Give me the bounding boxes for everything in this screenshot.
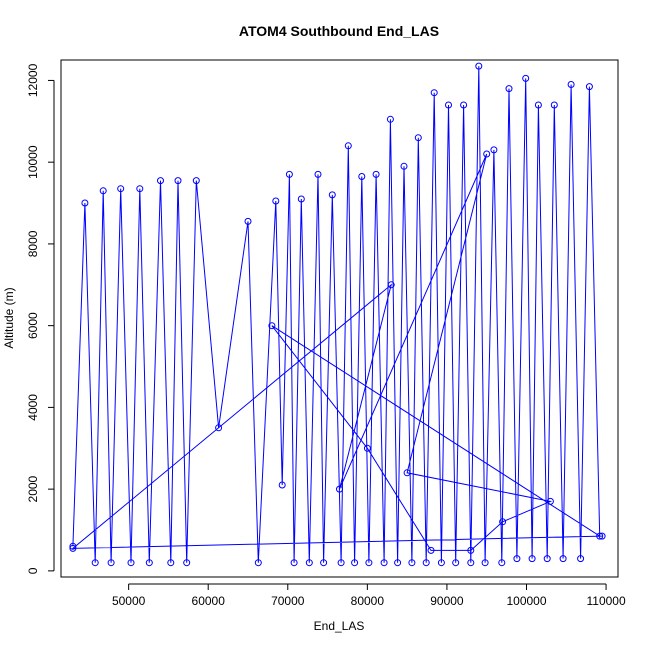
data-point [408,559,416,567]
data-point [305,559,313,567]
plot-frame [60,59,619,578]
y-tick-label: 0 [26,567,40,574]
data-point [546,497,554,505]
data-point [167,559,175,567]
x-tick-label: 100000 [506,594,546,608]
data-point [344,142,352,150]
data-point [513,555,521,563]
data-point [386,115,394,123]
data-point [498,559,506,567]
data-point [91,559,99,567]
data-point [81,199,89,207]
data-point [69,544,77,552]
x-axis-label: End_LAS [314,619,365,633]
data-point [254,559,262,567]
data-point [107,559,115,567]
data-point [244,217,252,225]
data-point [290,559,298,567]
data-point [127,559,135,567]
y-tick-label: 2000 [26,475,40,502]
data-point [174,177,182,185]
data-point [314,170,322,178]
y-tick-label: 6000 [26,312,40,339]
data-point [278,481,286,489]
data-point [483,150,491,158]
data-point [380,559,388,567]
data-point [400,162,408,170]
x-tick-label: 110000 [586,594,625,608]
data-point [577,555,585,563]
data-point [505,85,513,93]
data-point [192,177,200,185]
data-point [422,559,430,567]
data-point [534,101,542,109]
data-point [215,424,223,432]
y-tick-label: 12000 [26,63,40,97]
data-point [585,83,593,91]
data-point [363,444,371,452]
y-tick-label: 8000 [26,230,40,257]
data-point [337,559,345,567]
y-axis-label: Altitude (m) [2,287,16,348]
data-point [365,559,373,567]
data-point [445,101,452,109]
data-point [285,170,293,178]
x-tick-label: 50000 [112,594,146,608]
x-tick-label: 90000 [430,594,464,608]
x-tick-label: 70000 [271,594,305,608]
data-point [403,469,411,477]
data-point [372,170,380,178]
y-tick-label: 10000 [26,145,40,179]
data-point [475,62,483,70]
data-point [117,185,125,193]
data-point [136,185,144,193]
data-point [559,555,567,563]
data-point [550,101,558,109]
data-point [430,89,438,97]
x-tick-label: 60000 [192,594,226,608]
data-point [351,559,359,567]
data-point [467,546,475,554]
data-point [268,322,276,330]
series-layer [69,62,606,567]
data-point [328,191,336,199]
data-point [543,555,551,563]
x-axis: 50000 60000 70000 80000 90000 100000 110000 [112,583,626,608]
y-tick-label: 4000 [26,394,40,421]
data-point [567,81,575,88]
data-point [427,546,435,554]
data-point [467,559,475,567]
data-point [499,518,507,526]
data-point [414,134,422,142]
data-point [99,187,107,195]
data-point [437,559,445,567]
y-axis: 0 2000 4000 6000 8000 10000 12000 [26,63,55,574]
data-point [490,146,498,154]
data-point [452,559,460,567]
data-point [320,559,328,567]
data-point [481,559,489,567]
x-tick-label: 80000 [351,594,385,608]
data-point [336,485,343,493]
data-point [183,559,191,567]
data-point [460,101,468,109]
data-point [598,532,606,540]
data-point [157,177,164,185]
data-point [528,555,536,563]
data-point [522,74,530,82]
series-line-0 [71,66,603,563]
data-point [69,542,77,550]
data-point [394,559,402,567]
data-point [297,195,305,203]
data-point [272,197,280,205]
data-point [596,532,604,540]
data-point [387,281,395,289]
data-point [145,559,153,567]
data-point [358,173,366,180]
chart-title: ATOM4 Southbound End_LAS [239,23,439,39]
